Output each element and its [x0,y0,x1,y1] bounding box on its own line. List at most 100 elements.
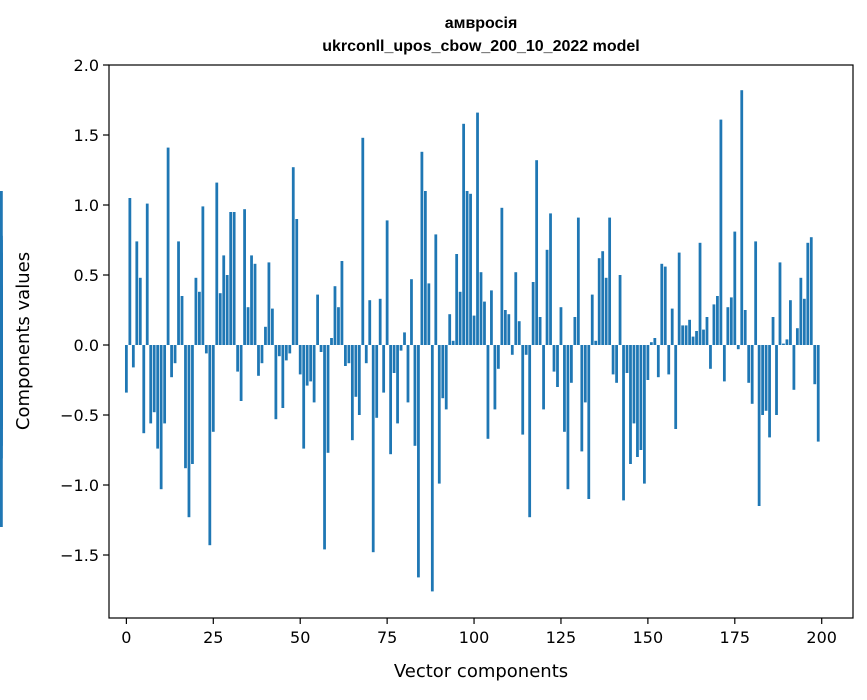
bar-component-73 [378,298,382,345]
bar-component-187 [775,345,778,415]
bar-component-92 [444,345,448,410]
bar-component-25 [211,345,215,432]
bar-component-72 [375,345,379,418]
bar-component-118 [535,160,539,345]
bar-component-128 [570,345,573,383]
bar-component-64 [347,345,351,364]
bar-component-162 [688,319,691,345]
bar-component-114 [521,345,525,435]
bar-component-93 [448,314,452,345]
bar-component-136 [597,258,601,345]
bar-component-96 [458,291,462,345]
bar-component-120 [542,345,545,410]
bar-component-67 [357,345,361,415]
bar-component-24 [208,345,212,546]
bar-component-108 [500,207,504,345]
bar-component-84 [417,345,420,578]
bar-component-190 [785,339,789,345]
bar-component-6 [145,203,149,345]
bar-component-47 [288,345,292,354]
bar-component-122 [549,213,552,345]
bar-component-151 [649,342,653,345]
bar-component-160 [681,325,685,345]
bar-component-40 [264,326,267,345]
bar-component-22 [201,206,205,345]
x-tick-label: 50 [290,628,310,647]
bar-component-140 [611,345,615,375]
bar-component-52 [305,345,309,386]
bar-component-100 [472,315,476,345]
x-axis-ticks: 0 25 50 75 100 125 150 175 200 [121,618,837,647]
bar-component-1 [128,198,132,345]
chart-title: амвросія [445,15,518,32]
bar-component-91 [441,345,445,399]
y-tick-label: 0.5 [74,266,99,285]
bar-component-59 [330,338,333,345]
y-tick-label: −1.5 [60,546,99,565]
bar-component-170 [716,296,719,345]
bar-component-65 [350,345,354,441]
bar-component-87 [427,283,431,345]
bar-component-71 [371,345,375,553]
bar-component-137 [601,251,605,345]
bar-component-196 [806,242,810,345]
bar-component-44 [277,345,281,357]
bar-component-79 [399,345,403,351]
y-tick-label: −0.5 [60,406,99,425]
bar-component-106 [493,345,497,410]
bar-component-21 [198,291,201,345]
bar-component-0 [124,345,128,393]
bar-component-28 [222,255,226,345]
bar-component-173 [726,307,730,345]
bar-component-184 [764,345,768,411]
bar-component-116 [528,345,532,518]
x-tick-label: 100 [459,628,490,647]
bar-component-167 [705,317,709,345]
bar-component-127 [566,345,570,490]
bar-component-150 [646,345,650,380]
bar-component-89 [434,234,438,345]
bar-component-152 [653,338,657,345]
bar-component-5 [142,345,146,434]
plot-frame [108,64,854,619]
bar-component-90 [437,345,441,484]
bar-component-98 [465,191,469,345]
bar-component-3 [135,241,139,345]
bar-component-104 [486,345,490,439]
bar-component-81 [406,345,410,403]
bar-component-55 [316,294,319,345]
bar-component-134 [590,294,594,345]
bar-component-42 [271,308,274,345]
bar-component-163 [691,336,695,345]
bar-component-20 [194,277,198,345]
bar-component-38 [257,345,260,376]
bar-component-157 [670,308,674,345]
bar-component-174 [729,297,733,345]
bar-component-139 [608,217,612,345]
bar-component-41 [267,262,271,345]
bar-component-10 [159,345,163,490]
bar-component-56 [319,345,323,352]
bar-component-177 [740,90,744,345]
bar-component-23 [204,345,208,354]
bar-component-19 [191,345,194,464]
bar-component-undefined [0,286,3,345]
y-tick-label: 1.0 [74,196,99,215]
bar-component-12 [166,147,170,345]
bar-component-180 [750,345,754,404]
bar-component-117 [531,282,535,345]
bar-component-155 [663,266,667,345]
bar-component-74 [382,345,386,393]
bar-component-31 [232,212,236,345]
bar-component-121 [545,249,549,345]
bar-component-88 [430,345,434,592]
bar-component-43 [274,345,278,420]
bar-component-4 [138,277,142,345]
bar-component-18 [187,345,191,518]
y-tick-label: 1.5 [74,126,99,145]
bar-component-99 [469,193,472,345]
bar-component-164 [695,331,698,345]
bar-component-165 [698,242,702,345]
bar-component-26 [215,182,219,345]
